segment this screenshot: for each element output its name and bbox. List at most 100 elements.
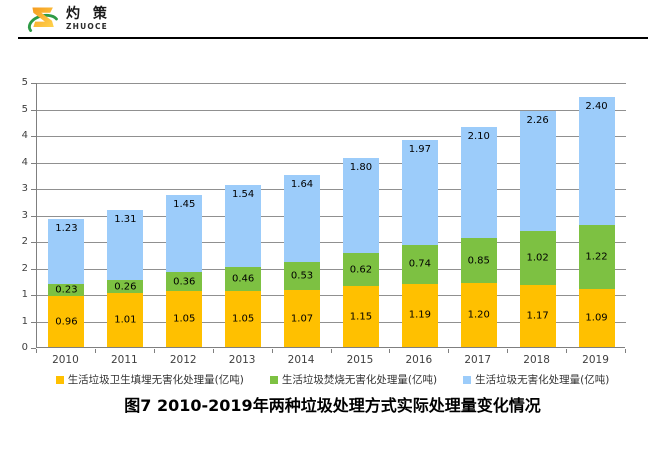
y-axis-tick [31, 189, 36, 190]
bar-value-label: 0.36 [173, 276, 196, 288]
y-axis-label: 4 [21, 130, 28, 141]
y-axis-tick [31, 242, 36, 243]
y-axis-tick [31, 348, 36, 349]
legend-label: 生活垃圾卫生填埋无害化处理量(亿吨) [67, 374, 244, 386]
bar-segment: 2.26 [519, 111, 556, 231]
bar-value-label: 1.97 [408, 144, 431, 156]
y-axis-label: 2 [21, 263, 28, 274]
zhuoce-z-swoosh-icon [27, 7, 58, 32]
bar-column-2011: 1.01 0.26 1.31 [107, 210, 144, 347]
legend-label: 生活垃圾无害化处理量(亿吨) [475, 374, 610, 386]
x-axis-label: 2011 [110, 354, 138, 366]
bar-value-label: 1.15 [349, 311, 373, 323]
y-axis-tick [31, 110, 36, 111]
bar-segment: 1.23 [48, 218, 85, 284]
bar-value-label: 0.62 [349, 264, 373, 276]
stacked-bar-chart: 0.96 0.23 1.23 1.01 0.26 1.31 1.05 0.36 1.45 1.05… [0, 40, 665, 450]
bar-segment: 1.07 [284, 290, 321, 347]
y-axis-label: 3 [21, 210, 28, 221]
x-axis-tick [507, 349, 508, 353]
bar-value-label: 1.54 [232, 189, 255, 201]
bar-column-2015: 1.15 0.62 1.80 [342, 157, 379, 347]
legend-swatch [269, 375, 278, 384]
bar-column-2014: 1.07 0.53 1.64 [284, 175, 321, 347]
bar-value-label: 1.19 [408, 309, 431, 321]
bar-segment: 1.20 [460, 283, 497, 347]
bar-column-2012: 1.05 0.36 1.45 [166, 195, 203, 347]
y-axis-tick [31, 163, 36, 164]
bar-value-label: 0.85 [467, 255, 490, 267]
gridline [37, 110, 626, 111]
y-axis-label: 1 [21, 316, 28, 327]
y-axis-tick [31, 136, 36, 137]
bar-segment: 1.22 [578, 224, 615, 290]
x-axis-label: 2017 [464, 354, 492, 366]
x-axis-label: 2012 [169, 354, 197, 366]
legend-label: 生活垃圾焚烧无害化处理量(亿吨) [281, 374, 438, 386]
bar-segment: 1.09 [578, 289, 615, 347]
bar-value-label: 0.46 [232, 273, 255, 285]
bar-value-label: 1.23 [55, 222, 78, 234]
header-divider-line [18, 37, 648, 39]
gridline [37, 322, 626, 323]
y-axis-tick [31, 83, 36, 84]
x-axis-label: 2019 [582, 354, 609, 366]
x-axis-tick [36, 349, 37, 353]
bar-value-label: 0.53 [290, 270, 314, 282]
x-axis-label: 2010 [52, 354, 79, 366]
bar-segment: 1.45 [166, 195, 203, 273]
y-axis-label: 2 [21, 236, 28, 247]
bar-segment: 1.97 [401, 140, 438, 245]
bar-segment: 0.53 [284, 262, 321, 291]
bar-column-2016: 1.19 0.74 1.97 [401, 140, 438, 347]
bar-segment: 1.02 [519, 230, 556, 285]
bar-value-label: 1.80 [349, 161, 373, 173]
y-axis-label: 3 [21, 183, 28, 194]
bar-segment: 2.40 [578, 97, 615, 225]
y-axis-tick [31, 322, 36, 323]
bar-value-label: 2.10 [467, 131, 490, 143]
bar-value-label: 1.05 [173, 313, 196, 325]
y-axis-tick [31, 295, 36, 296]
x-axis-tick [95, 349, 96, 353]
bar-segment: 1.64 [284, 175, 321, 263]
gridline [37, 83, 626, 84]
bar-value-label: 1.01 [114, 314, 137, 326]
bar-value-label: 1.64 [290, 179, 314, 191]
plot-area: 0.96 0.23 1.23 1.01 0.26 1.31 1.05 0.36 1.45 1.05… [36, 83, 626, 348]
bar-segment: 0.96 [48, 296, 85, 347]
x-axis-tick [154, 349, 155, 353]
bar-segment: 0.23 [48, 283, 85, 297]
x-axis-tick [448, 349, 449, 353]
bar-segment: 1.05 [166, 291, 203, 347]
bar-value-label: 1.02 [526, 252, 549, 264]
y-axis-label: 0 [21, 342, 28, 353]
bar-value-label: 0.26 [114, 281, 137, 293]
y-axis-label: 5 [21, 77, 28, 88]
x-axis-label: 2018 [523, 354, 550, 366]
legend-item: 生活垃圾焚烧无害化处理量(亿吨) [269, 372, 438, 387]
bar-segment: 0.62 [342, 253, 379, 287]
x-axis-tick [331, 349, 332, 353]
bar-value-label: 1.17 [526, 310, 549, 322]
bar-value-label: 0.23 [55, 284, 78, 296]
bar-segment: 1.19 [401, 283, 438, 347]
gridline [37, 242, 626, 243]
bar-segment: 2.10 [460, 127, 497, 239]
logo-text: 灼 策 ZHUOCE [66, 7, 111, 31]
bar-segment: 1.05 [225, 291, 262, 347]
gridline [37, 295, 626, 296]
legend-item: 生活垃圾无害化处理量(亿吨) [463, 372, 609, 387]
bar-segment: 1.54 [225, 185, 262, 267]
y-axis-label: 1 [21, 289, 28, 300]
y-axis-tick [31, 269, 36, 270]
zhuoce-logo: 灼 策 ZHUOCE [26, 3, 111, 35]
bar-value-label: 1.45 [173, 199, 196, 211]
y-axis-label: 5 [21, 104, 28, 115]
bar-segment: 1.17 [519, 285, 556, 347]
gridline [37, 189, 626, 190]
bar-segment: 0.26 [107, 279, 144, 294]
bar-value-label: 0.74 [408, 258, 431, 270]
gridline [37, 163, 626, 164]
x-axis-tick [213, 349, 214, 353]
